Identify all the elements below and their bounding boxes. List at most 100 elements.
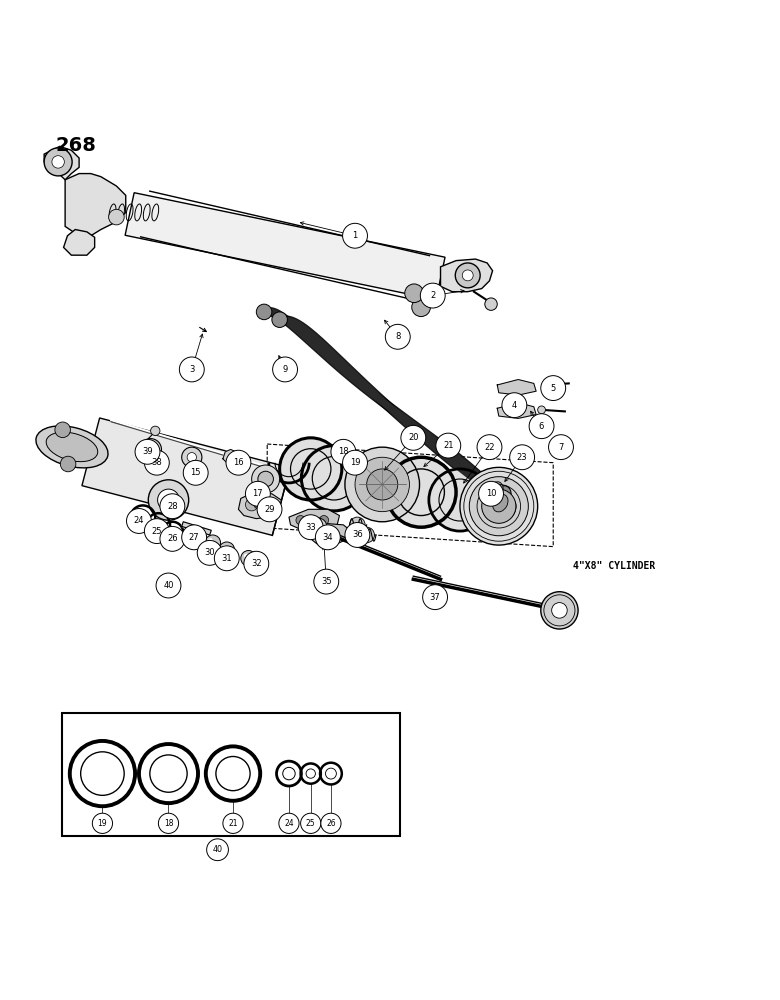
Circle shape: [385, 324, 410, 349]
Polygon shape: [239, 492, 281, 519]
Text: 26: 26: [326, 819, 335, 828]
Text: 18: 18: [338, 447, 349, 456]
Circle shape: [226, 450, 251, 475]
Text: 30: 30: [204, 548, 215, 557]
Text: 21: 21: [229, 819, 238, 828]
Text: 32: 32: [251, 559, 261, 568]
Circle shape: [135, 439, 160, 464]
Text: 33: 33: [305, 523, 316, 532]
Circle shape: [537, 406, 545, 414]
Circle shape: [151, 426, 160, 435]
Circle shape: [244, 554, 249, 558]
Circle shape: [423, 585, 448, 610]
Text: 6: 6: [539, 422, 544, 431]
Circle shape: [529, 414, 554, 439]
Circle shape: [252, 465, 280, 493]
Circle shape: [319, 516, 328, 525]
Text: 4"X8" CYLINDER: 4"X8" CYLINDER: [573, 561, 655, 571]
Text: 37: 37: [430, 593, 441, 602]
Circle shape: [279, 813, 299, 833]
Circle shape: [479, 481, 503, 506]
Circle shape: [208, 538, 213, 543]
Circle shape: [355, 457, 410, 512]
Text: 17: 17: [253, 489, 263, 498]
Circle shape: [405, 284, 424, 303]
Ellipse shape: [488, 482, 503, 500]
Circle shape: [182, 525, 207, 550]
Circle shape: [401, 425, 426, 450]
Polygon shape: [386, 457, 456, 527]
Text: 20: 20: [408, 433, 419, 442]
Ellipse shape: [497, 498, 516, 520]
Circle shape: [436, 433, 461, 458]
Circle shape: [246, 481, 271, 506]
Circle shape: [420, 283, 445, 308]
Text: 1: 1: [353, 231, 358, 240]
Text: 25: 25: [306, 819, 316, 828]
Circle shape: [342, 450, 367, 475]
Circle shape: [55, 422, 70, 438]
Polygon shape: [498, 403, 536, 418]
Text: 4: 4: [512, 401, 517, 410]
Circle shape: [197, 540, 222, 565]
Circle shape: [331, 439, 356, 464]
Text: 3: 3: [189, 365, 194, 374]
Circle shape: [183, 460, 208, 485]
Polygon shape: [63, 230, 94, 255]
Circle shape: [470, 477, 528, 536]
Circle shape: [60, 456, 76, 472]
Polygon shape: [441, 259, 493, 292]
Circle shape: [272, 312, 287, 327]
Circle shape: [205, 535, 221, 551]
Circle shape: [187, 453, 197, 462]
Circle shape: [140, 439, 161, 460]
Circle shape: [160, 526, 185, 551]
Text: 39: 39: [142, 447, 153, 456]
Circle shape: [482, 489, 516, 523]
Polygon shape: [223, 449, 239, 465]
Circle shape: [246, 498, 258, 511]
Text: 5: 5: [551, 384, 556, 393]
Circle shape: [254, 501, 262, 509]
Circle shape: [244, 551, 269, 576]
Text: 38: 38: [151, 458, 162, 467]
Polygon shape: [82, 418, 290, 535]
Circle shape: [126, 509, 151, 533]
Ellipse shape: [493, 494, 508, 512]
Circle shape: [315, 525, 340, 550]
Text: 40: 40: [163, 581, 174, 590]
Text: 9: 9: [282, 365, 288, 374]
Text: 2: 2: [430, 291, 435, 300]
Circle shape: [52, 156, 64, 168]
Ellipse shape: [46, 432, 98, 462]
Text: 16: 16: [233, 458, 244, 467]
Circle shape: [144, 519, 169, 544]
Circle shape: [321, 813, 341, 833]
Circle shape: [257, 497, 282, 522]
Text: 8: 8: [395, 332, 400, 341]
Circle shape: [548, 435, 573, 460]
Circle shape: [156, 573, 181, 598]
Circle shape: [148, 480, 189, 520]
Circle shape: [456, 263, 480, 288]
Circle shape: [308, 518, 327, 537]
Text: 22: 22: [484, 443, 495, 452]
Text: 15: 15: [190, 468, 201, 477]
Circle shape: [412, 298, 431, 317]
Text: 19: 19: [349, 458, 360, 467]
Circle shape: [477, 435, 502, 460]
Text: 24: 24: [133, 516, 144, 525]
Circle shape: [541, 592, 578, 629]
Circle shape: [551, 603, 567, 618]
Circle shape: [342, 223, 367, 248]
Bar: [544, 382, 548, 388]
Circle shape: [307, 516, 317, 525]
Circle shape: [296, 516, 305, 525]
Circle shape: [257, 304, 272, 320]
Circle shape: [345, 447, 420, 522]
Circle shape: [92, 813, 112, 833]
Circle shape: [541, 376, 566, 401]
Text: 18: 18: [164, 819, 173, 828]
Circle shape: [144, 450, 169, 475]
Circle shape: [502, 393, 526, 418]
